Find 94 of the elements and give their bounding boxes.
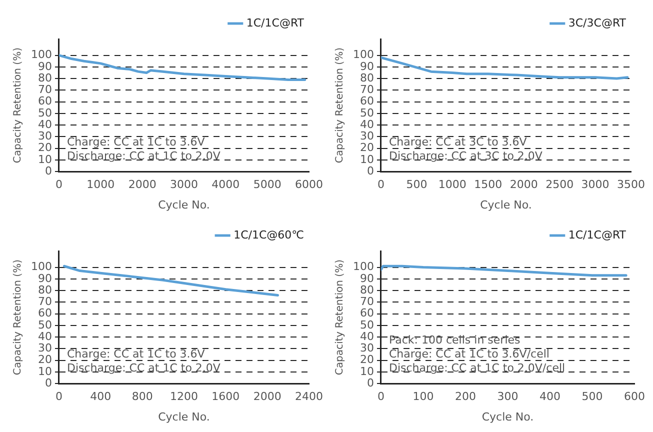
- annotation: Pack: 100 cells in series: [388, 334, 521, 347]
- y-tick-label: 0: [366, 164, 374, 178]
- y-tick-label: 50: [38, 106, 52, 120]
- y-tick-label: 70: [38, 295, 52, 308]
- x-tick-label: 1500: [474, 178, 502, 192]
- y-tick-label: 10: [360, 364, 374, 378]
- x-tick-label: 600: [624, 390, 645, 404]
- y-tick-label: 60: [360, 94, 374, 108]
- annotation: Discharge: CC at 1C to 2.0V: [66, 362, 221, 375]
- y-tick-label: 40: [38, 118, 52, 131]
- x-tick-label: 2000: [253, 390, 282, 404]
- legend-label: 1C/1C@RT: [246, 16, 304, 30]
- y-tick-label: 90: [38, 272, 52, 285]
- x-axis-title: Cycle No.: [480, 198, 532, 212]
- y-tick-label: 10: [360, 152, 374, 166]
- x-tick-label: 500: [406, 178, 428, 192]
- x-tick-label: 0: [55, 390, 62, 404]
- x-tick-label: 300: [497, 390, 518, 404]
- annotation: Charge: CC at 1C to 3.6V: [66, 348, 206, 361]
- y-axis-title: Capacity Retention (%): [334, 47, 346, 164]
- y-axis-title: Capacity Retention (%): [12, 47, 24, 164]
- annotation: Discharge: CC at 3C to 2.0V: [388, 150, 543, 163]
- x-tick-label: 1000: [438, 178, 466, 192]
- y-tick-label: 70: [360, 295, 374, 308]
- y-tick-label: 50: [360, 318, 374, 332]
- y-tick-label: 10: [38, 364, 52, 378]
- x-tick-label: 0: [377, 390, 384, 404]
- y-tick-label: 60: [360, 306, 374, 320]
- x-tick-label: 1200: [170, 390, 198, 404]
- annotation: Charge: CC at 1C to 3.6V: [66, 136, 206, 149]
- annotation: Charge: CC at 3C to 3.6V: [388, 136, 528, 149]
- x-tick-label: 4000: [212, 178, 240, 192]
- y-tick-label: 70: [360, 83, 374, 96]
- y-axis-title: Capacity Retention (%): [334, 259, 346, 376]
- legend-label: 3C/3C@RT: [568, 16, 626, 30]
- x-tick-label: 1000: [86, 178, 115, 192]
- y-tick-label: 0: [366, 376, 374, 390]
- y-tick-label: 40: [360, 330, 374, 343]
- x-tick-label: 0: [55, 178, 62, 192]
- y-tick-label: 40: [360, 118, 374, 131]
- y-tick-label: 30: [360, 342, 374, 355]
- x-tick-label: 400: [540, 390, 560, 404]
- x-tick-label: 6000: [295, 178, 324, 192]
- y-tick-label: 100: [30, 260, 52, 274]
- x-axis-title: Cycle No.: [482, 410, 534, 424]
- y-tick-label: 30: [360, 130, 374, 143]
- y-tick-label: 60: [38, 306, 52, 320]
- y-tick-label: 30: [38, 342, 52, 355]
- y-tick-label: 80: [38, 283, 52, 296]
- y-tick-label: 90: [38, 60, 52, 73]
- x-tick-label: 400: [90, 390, 112, 404]
- x-tick-label: 3000: [581, 178, 610, 192]
- x-tick-label: 5000: [253, 178, 282, 192]
- x-tick-label: 500: [582, 390, 603, 404]
- x-tick-label: 3500: [617, 178, 646, 192]
- legend-label: 1C/1C@60℃: [234, 228, 304, 242]
- x-tick-label: 800: [132, 390, 153, 404]
- annotation: Discharge: CC at 1C to 2.0V: [66, 150, 221, 163]
- x-tick-label: 0: [377, 178, 384, 192]
- y-tick-label: 100: [352, 260, 374, 274]
- y-tick-label: 90: [360, 60, 374, 73]
- x-axis-title: Cycle No.: [158, 198, 210, 212]
- y-tick-label: 80: [360, 283, 374, 296]
- y-tick-label: 40: [38, 330, 52, 343]
- x-tick-label: 2000: [510, 178, 538, 192]
- y-tick-label: 20: [38, 141, 52, 154]
- y-tick-label: 90: [360, 272, 374, 285]
- x-tick-label: 2000: [128, 178, 156, 192]
- y-tick-label: 50: [360, 106, 374, 120]
- y-tick-label: 100: [352, 48, 374, 62]
- y-tick-label: 10: [38, 152, 52, 166]
- x-axis-title: Cycle No.: [158, 410, 210, 424]
- y-tick-label: 20: [360, 353, 374, 366]
- annotation: Charge: CC at 1C to 3.6V/cell: [388, 348, 550, 361]
- x-tick-label: 200: [455, 390, 476, 404]
- x-tick-label: 3000: [170, 178, 198, 192]
- legend-label: 1C/1C@RT: [568, 228, 626, 242]
- y-tick-label: 30: [38, 130, 52, 143]
- x-tick-label: 1600: [212, 390, 240, 404]
- y-tick-label: 0: [44, 376, 52, 390]
- y-tick-label: 80: [38, 71, 52, 84]
- y-tick-label: 20: [38, 353, 52, 366]
- y-tick-label: 20: [360, 141, 374, 154]
- x-tick-label: 2400: [295, 390, 324, 404]
- x-tick-label: 2500: [546, 178, 574, 192]
- y-tick-label: 70: [38, 83, 52, 96]
- x-tick-label: 100: [412, 390, 434, 404]
- y-tick-label: 60: [38, 94, 52, 108]
- y-tick-label: 100: [30, 48, 52, 62]
- y-tick-label: 80: [360, 71, 374, 84]
- y-tick-label: 50: [38, 318, 52, 332]
- y-tick-label: 0: [44, 164, 52, 178]
- y-axis-title: Capacity Retention (%): [12, 259, 24, 376]
- annotation: Discharge: CC at 1C to 2.0V/cell: [388, 362, 566, 375]
